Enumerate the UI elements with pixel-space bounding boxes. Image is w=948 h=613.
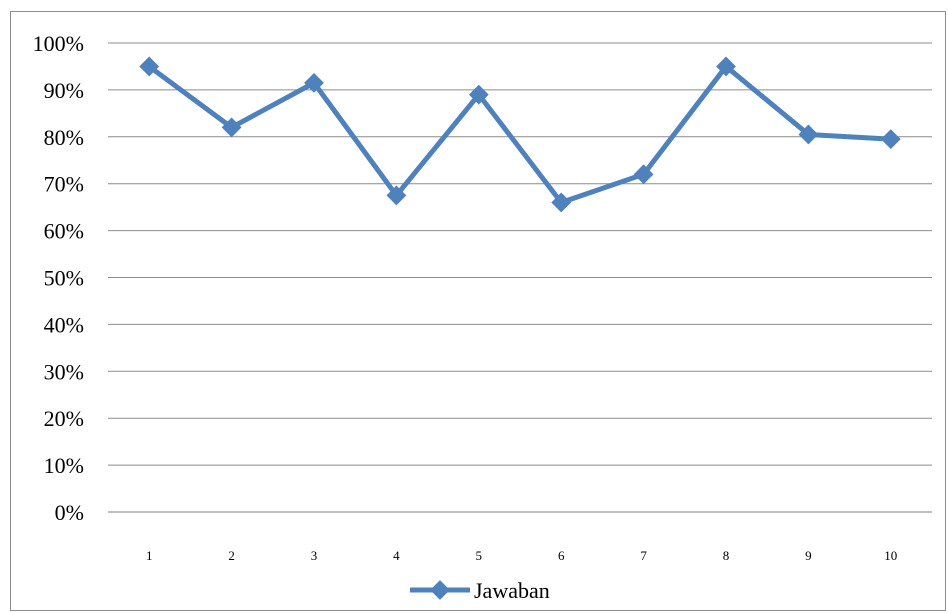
- x-tick-label: 9: [805, 548, 812, 563]
- data-point-marker: [468, 84, 489, 105]
- y-tick-label: 60%: [44, 219, 84, 244]
- legend-diamond-marker: [430, 580, 450, 600]
- y-tick-label: 70%: [44, 172, 84, 197]
- x-tick-label: 5: [476, 548, 483, 563]
- series-jawaban: [139, 56, 901, 213]
- y-tick-label: 30%: [44, 359, 84, 384]
- x-tick-label: 3: [311, 548, 318, 563]
- x-axis-tick-labels: 1 2 3 4 5 6 7 8 9 10: [146, 548, 897, 563]
- y-tick-label: 100%: [33, 31, 84, 56]
- x-tick-label: 4: [393, 548, 400, 563]
- gridlines: [108, 42, 932, 513]
- y-tick-label: 90%: [44, 78, 84, 103]
- data-point-marker: [304, 72, 324, 93]
- x-tick-label: 10: [884, 548, 897, 563]
- y-tick-label: 10%: [44, 453, 84, 478]
- y-tick-label: 0%: [55, 500, 84, 525]
- series-line: [147, 63, 891, 205]
- y-tick-label: 40%: [44, 312, 84, 337]
- x-tick-label: 6: [558, 548, 565, 563]
- y-tick-label: 80%: [44, 125, 84, 150]
- x-tick-label: 2: [228, 548, 235, 563]
- y-axis-tick-labels: 0% 10% 20% 30% 40% 50% 60% 70% 80% 90% 100%: [33, 31, 84, 525]
- x-tick-label: 8: [723, 548, 730, 563]
- data-point-marker: [221, 117, 242, 138]
- y-tick-label: 20%: [44, 406, 84, 431]
- data-point-marker: [880, 129, 901, 150]
- y-tick-label: 50%: [44, 266, 84, 291]
- x-tick-label: 1: [146, 548, 153, 563]
- legend: Jawaban: [410, 578, 550, 603]
- legend-label: Jawaban: [474, 578, 550, 603]
- x-tick-label: 7: [640, 548, 647, 563]
- chart-frame: [10, 11, 946, 611]
- data-point-marker: [386, 185, 407, 206]
